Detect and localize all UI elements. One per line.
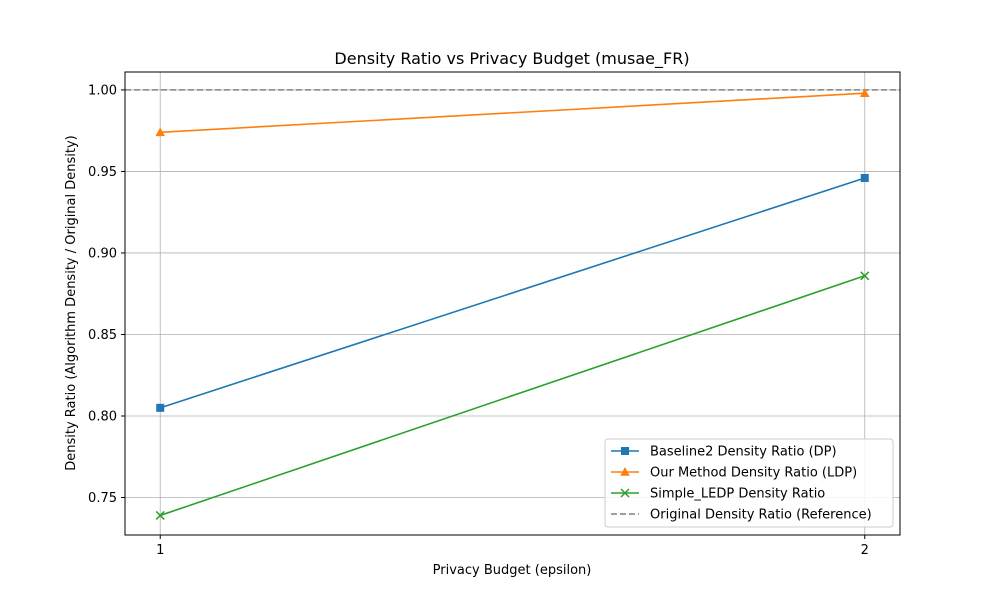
data-point-s1-1	[156, 403, 165, 412]
series-line-1	[159, 177, 866, 409]
legend-marker-2	[620, 467, 630, 476]
series-line-3	[159, 275, 866, 517]
data-point-s3-2	[860, 271, 870, 281]
data-point-s2-1	[155, 127, 166, 137]
chart-title: Density Ratio vs Privacy Budget (musae_F…	[334, 49, 689, 69]
legend-label-1: Baseline2 Density Ratio (DP)	[650, 445, 837, 460]
data-point-s3-1-stroke-b	[155, 510, 165, 520]
y-tick-label: 1.00	[88, 83, 117, 98]
legend-label-2: Our Method Density Ratio (LDP)	[650, 466, 857, 481]
data-point-s2-2	[859, 88, 870, 97]
y-tick-label: 0.90	[88, 246, 117, 261]
data-point-s1-2	[860, 173, 869, 182]
y-tick-label: 0.75	[88, 491, 117, 506]
y-tick-label: 0.80	[88, 409, 117, 424]
plot-frame	[124, 71, 901, 536]
x-axis-label: Privacy Budget (epsilon)	[433, 563, 592, 578]
legend-label-3: Simple_LEDP Density Ratio	[650, 487, 825, 502]
legend-label-4: Original Density Ratio (Reference)	[650, 508, 872, 523]
legend-box	[604, 438, 894, 528]
legend-marker-3-stroke-b	[620, 488, 630, 498]
x-tick-label: 1	[156, 543, 164, 558]
legend-marker-3	[620, 488, 630, 498]
y-tick-label: 0.95	[88, 165, 117, 180]
y-axis-label: Density Ratio (Algorithm Density / Origi…	[64, 135, 79, 471]
ticks: 0.75 0.80 0.85 0.90 0.95 1.00 1 2	[88, 83, 869, 558]
data-point-s3-1	[155, 510, 165, 520]
series-line-2	[160, 92, 865, 134]
legend: Baseline2 Density Ratio (DP) Our Method D…	[604, 438, 894, 528]
x-tick-label: 2	[861, 543, 869, 558]
y-tick-label: 0.85	[88, 328, 117, 343]
series-layer	[125, 88, 900, 520]
legend-items: Baseline2 Density Ratio (DP) Our Method D…	[611, 445, 872, 523]
data-point-s3-2-stroke-b	[860, 271, 870, 281]
legend-marker-1	[621, 447, 629, 455]
